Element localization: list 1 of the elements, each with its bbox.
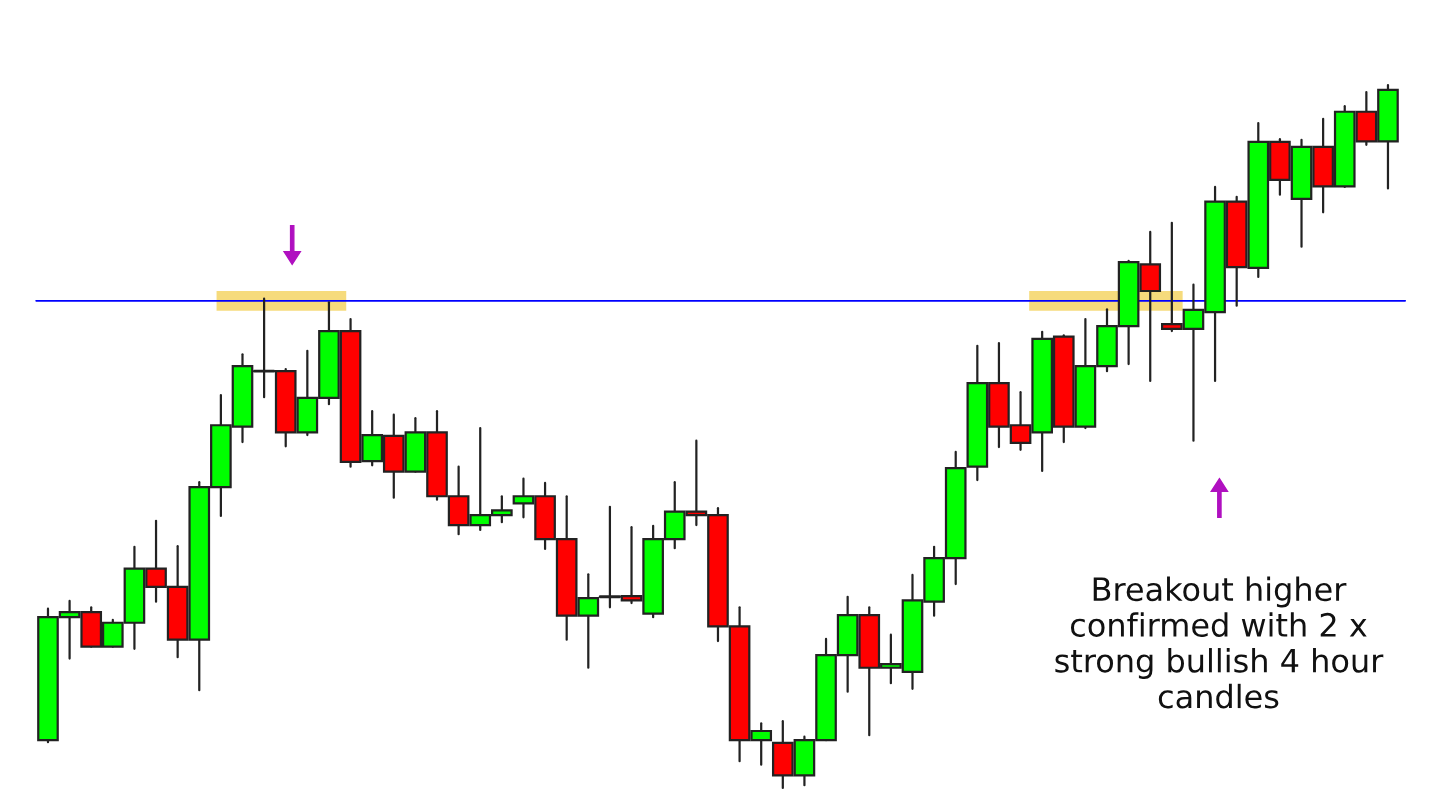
annotation: Breakout higher confirmed with 2 x strong bullish 4 hour candles (1055, 576, 1384, 709)
